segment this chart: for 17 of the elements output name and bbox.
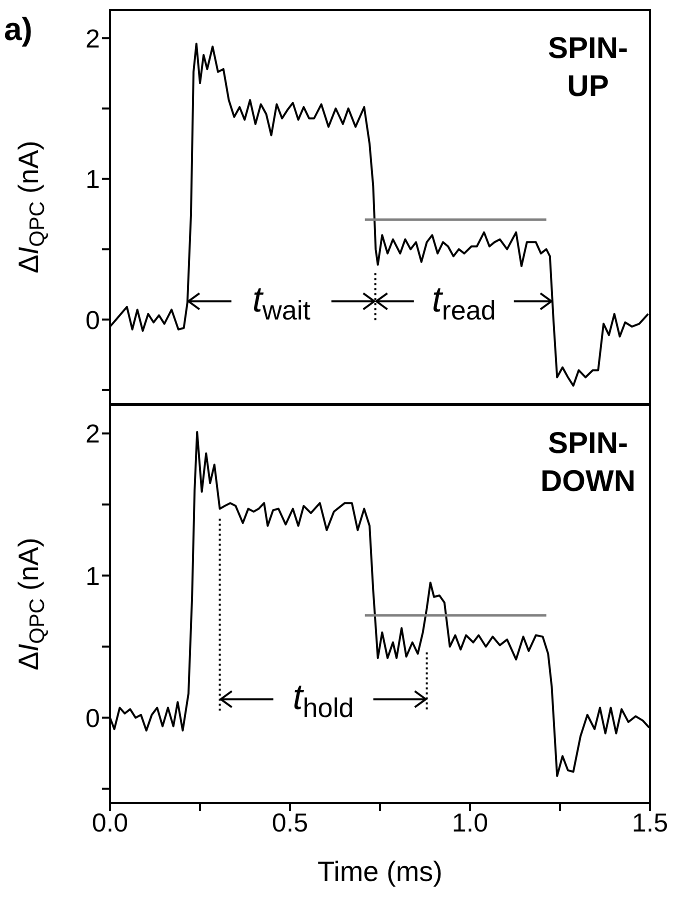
y-tick-label: 0 <box>86 702 100 733</box>
y-tick-label: 1 <box>86 164 100 194</box>
x-axis-title: Time (ms) <box>318 856 442 887</box>
annotation: t$_{read}$ <box>432 278 496 326</box>
chart-title: a) <box>4 11 32 47</box>
annotation: t$_{wait}$ <box>252 278 311 326</box>
x-tick-label: 1.0 <box>452 807 488 838</box>
annotation: SPIN- UP <box>548 32 628 103</box>
x-tick-label: 1.5 <box>632 807 668 838</box>
annotation: t$_{hold}$ <box>292 676 354 724</box>
x-tick-label: 0.0 <box>92 807 128 838</box>
y-tick-label: 0 <box>86 304 100 335</box>
y-tick-label: 1 <box>86 560 100 591</box>
annotation: SPIN- DOWN <box>540 427 636 498</box>
y-tick-label: 2 <box>86 23 100 54</box>
y-tick-label: 2 <box>86 418 100 449</box>
x-tick-label: 0.5 <box>272 807 308 838</box>
